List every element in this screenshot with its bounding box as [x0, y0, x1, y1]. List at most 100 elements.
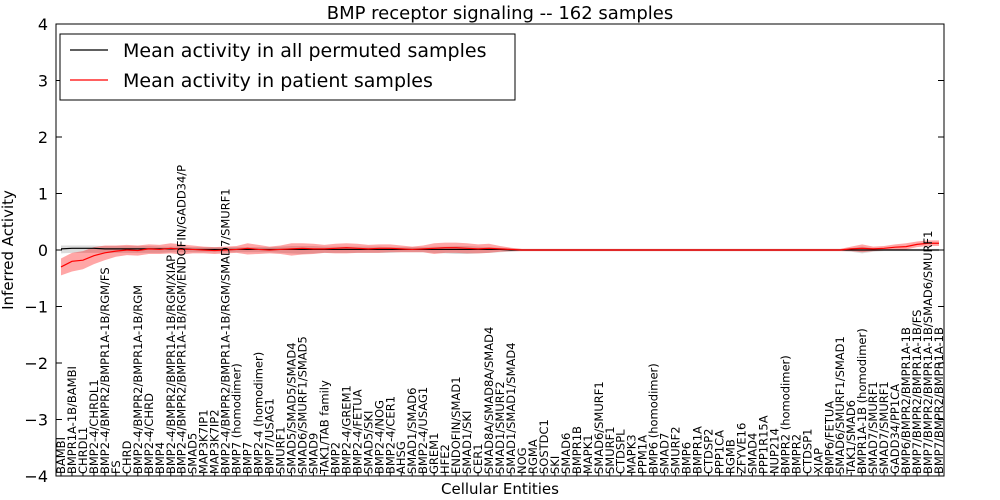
x-tick-label: ENDOFIN/SMAD1 [449, 376, 463, 474]
x-tick-label: BMP2-4 (homodimer) [252, 352, 266, 474]
x-tick-label: SMAD8A/SMAD8A/SMAD4 [482, 327, 496, 474]
x-tick-label: SMAD7/SMURF1 [866, 381, 880, 474]
x-tick-label: FS [109, 460, 123, 474]
x-tick-label: GADD34/PP1CA [888, 384, 902, 474]
x-tick-label: MAPK3 [625, 434, 639, 474]
x-tick-label: BMP7 [241, 442, 255, 474]
x-axis-label: Cellular Entities [441, 480, 559, 498]
x-tick-label: BMP7/BMPR2/BMPR1A-1B/FS [910, 310, 924, 474]
x-tick-label: CHRDL1 [76, 427, 90, 474]
x-tick-label: SMAD6/SMURF1/SMAD1 [833, 336, 847, 474]
x-tick-label: BMP6 (homodimer) [647, 363, 661, 474]
x-tick-label: BMP2-4/BMPR2/BMPR1A-1B/RGM/ENDOFIN/GADD3… [175, 165, 189, 474]
x-axis: BAMBIBMPR1A-1B/BAMBICHRDL1BMP2-4/CHRDL1B… [54, 165, 946, 476]
x-tick-label: BMP7/BMPR2/BMPR1A-1B [932, 327, 946, 474]
y-tick-label: 2 [38, 128, 48, 147]
x-tick-label: RGMA [526, 439, 540, 474]
x-tick-label: BMP2-4/GREM1 [339, 385, 353, 474]
x-tick-label: SMAD4 [745, 433, 759, 474]
x-tick-label: BMP2-4/CHRD [142, 393, 156, 474]
x-tick-label: PPM1A [636, 435, 650, 474]
x-tick-label: BMPR2 [789, 434, 803, 474]
x-tick-label: NUP214 [767, 428, 781, 474]
y-axis: −4 −3 −2 −1 0 1 2 3 4 [24, 15, 944, 486]
x-tick-label: SMAD1/SMAD1/SMAD4 [504, 342, 518, 474]
x-tick-label: BMP2-4/BMPR2/BMPR1A-1B/RGM/SMAD7/SMURF1 [219, 188, 233, 474]
x-tick-label: SMAD1/SKI [460, 411, 474, 474]
x-tick-label: BMP2-4/CHRDL1 [87, 379, 101, 474]
x-tick-label: BMP4 [153, 442, 167, 474]
series-lines [60, 242, 939, 268]
x-tick-label: MAPK1 [581, 434, 595, 474]
x-tick-label: BMP6/FETUA [822, 401, 836, 474]
y-tick-label: −3 [24, 411, 48, 430]
x-tick-label: TAK1/SMAD6 [844, 400, 858, 475]
y-tick-label: −4 [24, 467, 48, 486]
x-tick-label: AHSG [394, 441, 408, 474]
x-tick-label: SMAD5 [186, 433, 200, 474]
x-tick-label: SMAD6/SMURF1 [592, 381, 606, 474]
legend-box [59, 33, 516, 101]
x-tick-label: PPP1R15A [756, 415, 770, 474]
x-tick-label: BMPR1A-1B (homodimer) [855, 328, 869, 474]
x-tick-label: BMP2-4/BMPR2/BMPR1A-1B/RGM/FS [98, 267, 112, 474]
x-tick-label: GREM1 [427, 433, 441, 474]
x-tick-label: MAP3K7IP1 [197, 409, 211, 474]
x-tick-label: BMP6/BMPR2/BMPR1A-1B [899, 327, 913, 474]
x-tick-label: BMP2-4/CER1 [383, 396, 397, 474]
x-tick-label: SMAD7/SMURF1 [877, 381, 891, 474]
x-tick-label: SMURF1 [603, 426, 617, 474]
x-tick-label: CTDSP2 [702, 429, 716, 474]
y-tick-label: −2 [24, 354, 48, 373]
x-tick-label: BMP2 [328, 442, 342, 474]
x-tick-label: SMURF1 [274, 426, 288, 474]
x-tick-label: BMP2-4/NOG [372, 400, 386, 474]
x-tick-label: BMPR1A [691, 426, 705, 474]
x-tick-label: SMAD6 [559, 433, 573, 474]
x-tick-label: SMAD7 [658, 433, 672, 474]
x-tick-label: BMP6 [680, 442, 694, 474]
x-tick-label: BMPR1A-1B/BAMBI [65, 366, 79, 474]
x-tick-label: NOG [515, 447, 529, 474]
x-tick-label: BMP7 (homodimer) [230, 363, 244, 474]
legend-label-patient: Mean activity in patient samples [123, 70, 433, 92]
legend-label-permuted: Mean activity in all permuted samples [123, 40, 486, 62]
y-tick-label: −1 [24, 298, 48, 317]
x-tick-label: ZFYVE16 [734, 423, 748, 474]
x-tick-label: SOSTDC1 [537, 419, 551, 474]
y-tick-label: 3 [38, 72, 48, 91]
x-tick-label: BMP2-4/BMPR2/BMPR1A-1B/RGM [131, 285, 145, 474]
x-tick-label: RGMB [723, 439, 737, 474]
x-tick-label: SMURF2 [669, 426, 683, 474]
chart-title: BMP receptor signaling -- 162 samples [327, 3, 674, 24]
x-tick-label: CTDSP1 [800, 429, 814, 474]
x-tick-label: SKI [548, 456, 562, 474]
x-tick-label: SMAD5/SKI [361, 411, 375, 474]
x-tick-label: SMAD1/SMURF2 [493, 381, 507, 474]
x-tick-label: SMAD1/SMAD6 [405, 388, 419, 474]
x-tick-label: SMAD9 [306, 433, 320, 474]
x-tick-label: MAP3K7IP2 [208, 409, 222, 474]
x-tick-label: HFE2 [438, 444, 452, 474]
x-tick-label: BMP2-4/FETUA [350, 389, 364, 474]
x-tick-label: PPP1CA [713, 430, 727, 474]
x-tick-label: BMP7/USAG1 [263, 398, 277, 474]
x-tick-label: CHRD [120, 440, 134, 474]
y-tick-label: 0 [38, 241, 48, 260]
line-patient-mean [60, 242, 939, 268]
x-tick-label: XIAP [811, 448, 825, 474]
x-tick-label: BMPR2 (homodimer) [778, 355, 792, 474]
x-tick-label: CER1 [471, 443, 485, 474]
x-tick-label: SMAD5/SMAD5/SMAD4 [284, 342, 298, 474]
x-tick-label: CTDSPL [614, 429, 628, 474]
y-tick-label: 1 [38, 185, 48, 204]
x-tick-label: BMP2-4/BMPR2/BMPR1A-1B/RGM/XIAP [164, 255, 178, 474]
y-tick-label: 4 [38, 15, 48, 34]
legend: Mean activity in all permuted samples Me… [59, 33, 516, 101]
x-tick-label: BMP7/BMPR2/BMPR1A-1B/SMAD6/SMURF1 [921, 231, 935, 474]
x-tick-label: BMP2-4/USAG1 [416, 387, 430, 474]
x-tick-label: TAK1/TAB family [317, 380, 331, 475]
x-tick-label: BMPR1B [570, 426, 584, 474]
y-axis-label: Inferred Activity [0, 190, 17, 310]
